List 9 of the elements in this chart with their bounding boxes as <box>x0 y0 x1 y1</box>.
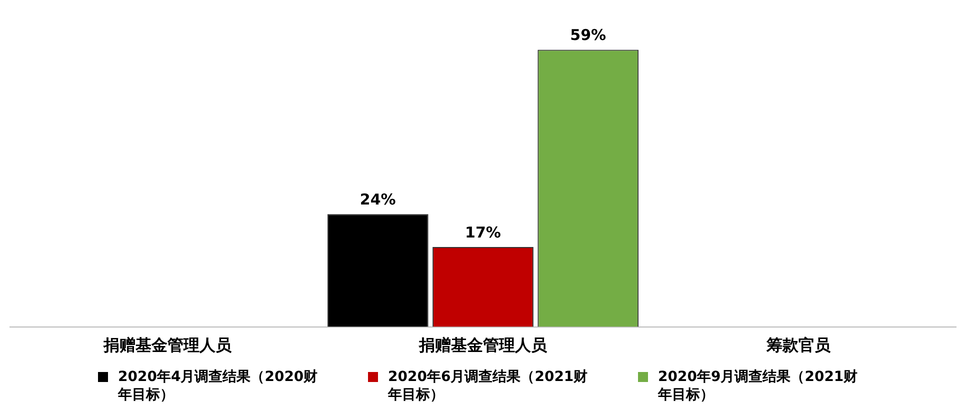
data-label: 59% <box>570 26 606 44</box>
legend-label: 2020年9月调查结果（2021财年目标） <box>658 368 859 404</box>
data-label: 17% <box>465 223 501 242</box>
legend-label: 2020年6月调查结果（2021财年目标） <box>388 368 589 404</box>
x-tick-label: 筹款官员 <box>765 336 832 355</box>
data-label: 24% <box>360 190 396 208</box>
legend-label: 2020年4月调查结果（2020财年目标） <box>118 368 319 404</box>
x-tick-label: 捐赠基金管理人员 <box>102 336 233 355</box>
x-tick-label: 捐赠基金管理人员 <box>418 336 548 355</box>
